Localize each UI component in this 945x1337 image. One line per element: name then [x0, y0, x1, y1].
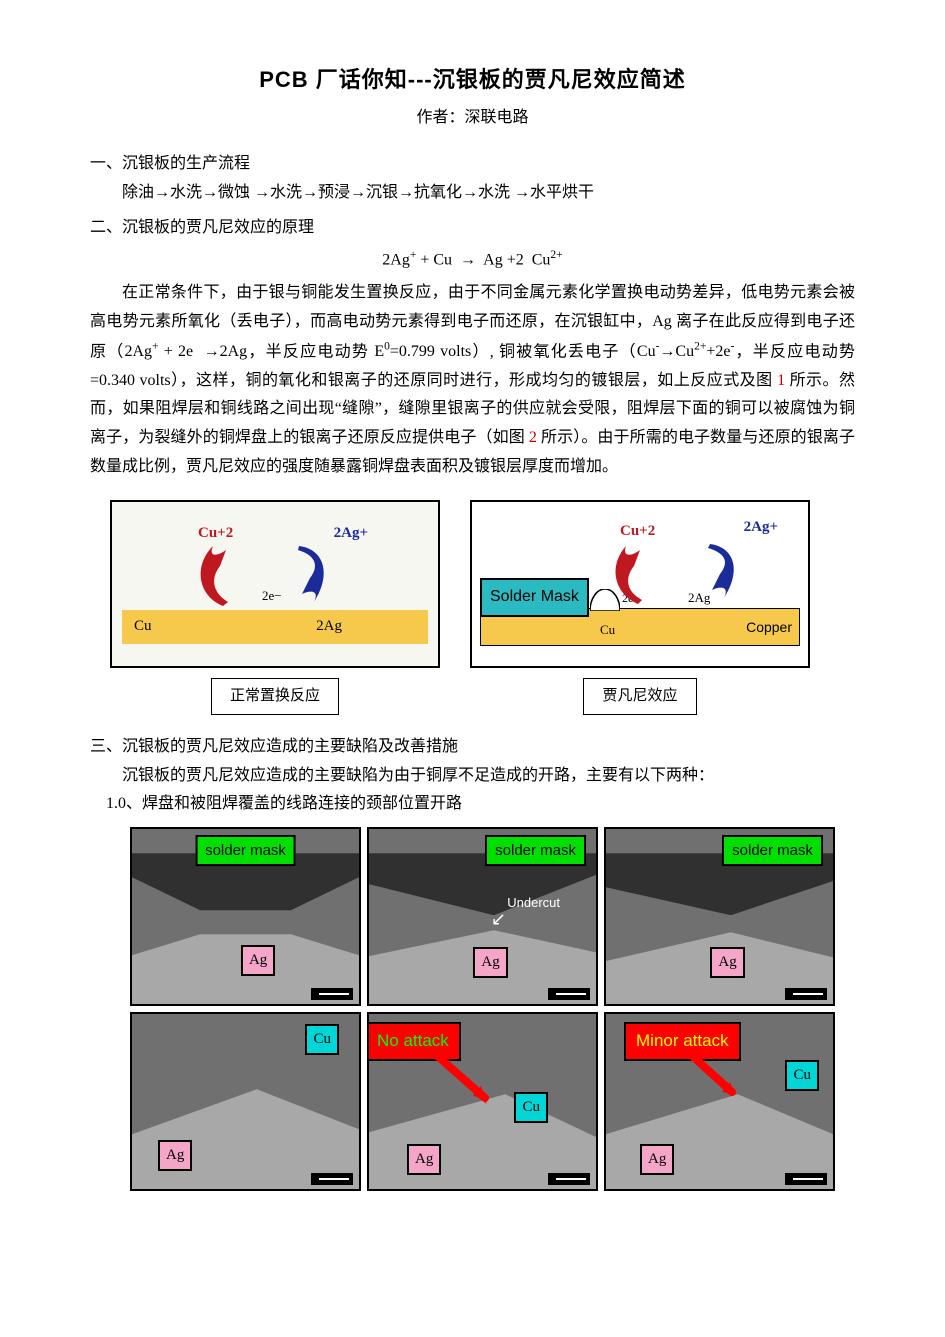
ag-label: Ag: [241, 945, 275, 976]
sem-cell-2: solder mask Undercut ↙ Ag: [367, 827, 598, 1006]
sem-cell-4: Cu Ag: [130, 1012, 361, 1191]
figure-b-blue-arrow-icon: [696, 532, 752, 608]
section-1-heading: 一、沉银板的生产流程: [90, 150, 855, 179]
ag-label: Ag: [710, 947, 744, 978]
figure-b-caption: 贾凡尼效应: [583, 678, 696, 715]
page-title: PCB 厂话你知---沉银板的贾凡尼效应简述: [90, 60, 855, 100]
figure-b-frame: Solder Mask Cu+2 2Ag+ Cu 2Ag 2e− Copper: [470, 500, 810, 668]
ag-label: Ag: [158, 1140, 192, 1171]
section-2-heading: 二、沉银板的贾凡尼效应的原理: [90, 214, 855, 243]
figure-b-cu-label: Cu: [600, 618, 615, 641]
figure-b-solder-mask-label: Solder Mask: [480, 578, 589, 617]
cu-label: Cu: [785, 1060, 819, 1091]
figure-a: Cu+2 2Ag+ Cu 2Ag 2e− 正常置换反应: [110, 500, 440, 715]
scale-bar: [548, 1173, 590, 1185]
figure-a-blue-arrow-icon: [284, 534, 344, 614]
figure-a-2e-label: 2e−: [262, 584, 282, 607]
no-attack-arrow-icon: [429, 1048, 499, 1108]
solder-mask-label: solder mask: [195, 835, 296, 866]
figure-a-red-arrow-icon: [178, 536, 248, 616]
cu-label: Cu: [305, 1024, 339, 1055]
figure-a-caption: 正常置换反应: [211, 678, 339, 715]
minor-attack-arrow-icon: [684, 1048, 744, 1104]
undercut-label: Undercut: [507, 891, 560, 914]
figure-a-ag-label: 2Ag: [316, 613, 342, 640]
ag-label: Ag: [407, 1144, 441, 1175]
process-flow: 除油→水洗→微蚀 →水洗→预浸→沉银→抗氧化→水洗 →水平烘干: [122, 179, 855, 208]
figure-a-cu-label: Cu: [134, 613, 152, 640]
figure-row: Cu+2 2Ag+ Cu 2Ag 2e− 正常置换反应 Solder Mask …: [110, 500, 855, 715]
sem-image-grid: solder mask Ag solder mask Undercut ↙ Ag…: [130, 827, 835, 1191]
figure-a-copper-strip: [122, 610, 428, 644]
sem-cell-3: solder mask Ag: [604, 827, 835, 1006]
figure-b-copper-label: Copper: [746, 615, 792, 640]
scale-bar: [311, 1173, 353, 1185]
scale-bar: [548, 988, 590, 1000]
sem-cell-6: Minor attack Cu Ag: [604, 1012, 835, 1191]
solder-mask-label: solder mask: [485, 835, 586, 866]
body-paragraph: 在正常条件下，由于银与铜能发生置换反应，由于不同金属元素化学置换电动势差异，低电…: [90, 279, 855, 482]
section-3-intro: 沉银板的贾凡尼效应造成的主要缺陷为由于铜厚不足造成的开路，主要有以下两种：: [90, 762, 855, 791]
author-line: 作者：深联电路: [90, 104, 855, 133]
scale-bar: [785, 988, 827, 1000]
ag-label: Ag: [640, 1144, 674, 1175]
section-3-heading: 三、沉银板的贾凡尼效应造成的主要缺陷及改善措施: [90, 733, 855, 762]
solder-mask-label: solder mask: [722, 835, 823, 866]
sem-cell-5: No attack Cu Ag: [367, 1012, 598, 1191]
cu-label: Cu: [514, 1092, 548, 1123]
scale-bar: [311, 988, 353, 1000]
equation: 2Ag+ + Cu → Ag +2 Cu2+: [90, 245, 855, 275]
undercut-arrow-icon: ↙: [491, 903, 506, 935]
sem-cell-1: solder mask Ag: [130, 827, 361, 1006]
scale-bar: [785, 1173, 827, 1185]
figure-a-frame: Cu+2 2Ag+ Cu 2Ag 2e−: [110, 500, 440, 668]
figure-b-red-arrow-icon: [594, 536, 658, 612]
ag-label: Ag: [473, 947, 507, 978]
section-3-sub: 1.0、焊盘和被阻焊覆盖的线路连接的颈部位置开路: [90, 790, 855, 819]
figure-b: Solder Mask Cu+2 2Ag+ Cu 2Ag 2e− Copper …: [470, 500, 810, 715]
